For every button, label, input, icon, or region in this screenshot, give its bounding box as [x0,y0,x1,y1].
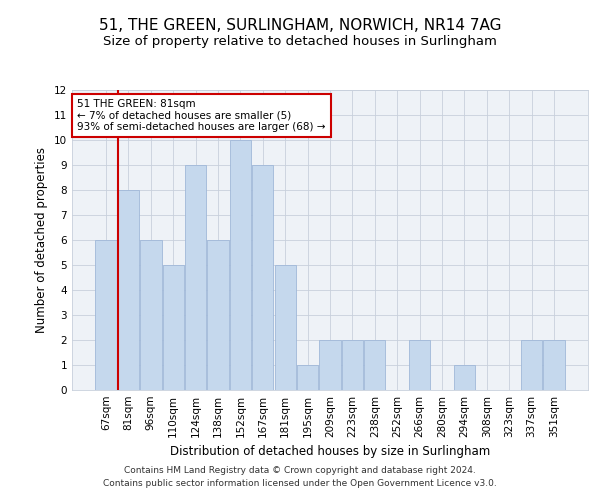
Y-axis label: Number of detached properties: Number of detached properties [35,147,49,333]
Bar [185,165,206,390]
Bar [252,165,274,390]
Text: Contains HM Land Registry data © Crown copyright and database right 2024.
Contai: Contains HM Land Registry data © Crown c… [103,466,497,487]
Text: Size of property relative to detached houses in Surlingham: Size of property relative to detached ho… [103,35,497,48]
Bar [95,240,117,390]
Bar [521,340,542,390]
Bar [297,365,318,390]
Bar [163,265,184,390]
Bar [364,340,385,390]
Bar [275,265,296,390]
Bar [454,365,475,390]
Bar [409,340,430,390]
Bar [230,140,251,390]
Bar [140,240,161,390]
Bar [319,340,341,390]
Text: 51, THE GREEN, SURLINGHAM, NORWICH, NR14 7AG: 51, THE GREEN, SURLINGHAM, NORWICH, NR14… [99,18,501,32]
Bar [342,340,363,390]
Bar [543,340,565,390]
X-axis label: Distribution of detached houses by size in Surlingham: Distribution of detached houses by size … [170,446,490,458]
Bar [118,190,139,390]
Bar [208,240,229,390]
Text: 51 THE GREEN: 81sqm
← 7% of detached houses are smaller (5)
93% of semi-detached: 51 THE GREEN: 81sqm ← 7% of detached hou… [77,99,326,132]
